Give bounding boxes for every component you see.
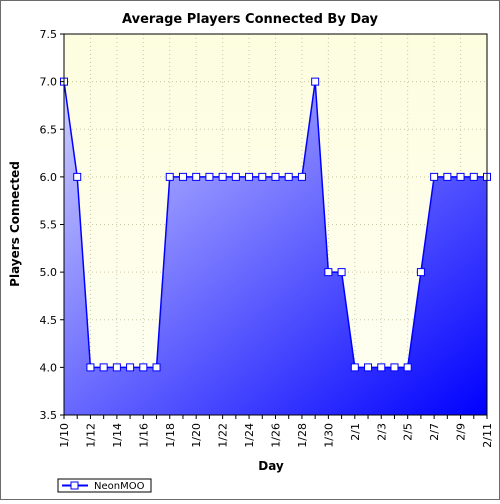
data-point-marker	[403, 363, 412, 372]
data-point-marker	[377, 363, 386, 372]
x-tick-label: 1/10	[58, 423, 71, 448]
x-tick-label: 1/28	[296, 423, 309, 448]
legend-label-neonmoo: NeonMOO	[94, 481, 145, 492]
y-tick-label: 5.0	[40, 266, 58, 279]
data-point-marker	[245, 172, 254, 181]
y-axis-title: Players Connected	[8, 161, 22, 287]
data-point-marker	[86, 363, 95, 372]
data-point-marker	[443, 172, 452, 181]
data-point-marker	[178, 172, 187, 181]
series-markers	[60, 77, 491, 372]
data-point-marker	[112, 363, 121, 372]
data-point-marker	[218, 172, 227, 181]
data-point-marker	[192, 172, 201, 181]
data-point-marker	[430, 172, 439, 181]
data-point-marker	[364, 363, 373, 372]
y-tick-label: 3.5	[40, 409, 58, 422]
series-area	[64, 81, 487, 415]
y-tick-label: 7.5	[40, 28, 58, 41]
data-point-marker	[139, 363, 148, 372]
y-tick-label: 6.5	[40, 123, 58, 136]
y-tick-label: 4.0	[40, 361, 58, 374]
x-tick-label: 2/11	[481, 423, 494, 448]
data-point-marker	[324, 268, 333, 277]
data-point-marker	[152, 363, 161, 372]
data-point-marker	[271, 172, 280, 181]
y-axis-ticks: 3.5 4.0 4.5 5.0 5.5 6.0 6.5 7.0 7.5	[40, 28, 64, 422]
data-point-marker	[73, 172, 82, 181]
legend-box	[57, 478, 152, 493]
data-point-marker	[165, 172, 174, 181]
legend: NeonMOO	[57, 478, 152, 493]
x-tick-label: 2/1	[349, 423, 362, 441]
data-point-marker	[456, 172, 465, 181]
x-tick-label: 2/3	[375, 423, 388, 441]
x-axis-ticks: 1/10 1/12 1/14 1/16 1/18 1/20 1/22 1/24 1/26 1/28…	[58, 415, 494, 448]
x-tick-label: 2/5	[402, 423, 415, 441]
x-tick-label: 2/7	[428, 423, 441, 441]
data-point-marker	[297, 172, 306, 181]
x-tick-label: 1/18	[164, 423, 177, 448]
y-tick-label: 7.0	[40, 76, 58, 89]
x-tick-label: 1/14	[111, 423, 124, 448]
data-point-marker	[126, 363, 135, 372]
data-point-marker	[337, 268, 346, 277]
y-tick-label: 5.5	[40, 219, 58, 232]
data-point-marker	[258, 172, 267, 181]
data-point-marker	[350, 363, 359, 372]
data-point-marker	[99, 363, 108, 372]
x-tick-label: 1/12	[84, 423, 97, 448]
data-point-marker	[390, 363, 399, 372]
data-point-marker	[469, 172, 478, 181]
x-tick-label: 1/30	[322, 423, 335, 448]
chart-title: Average Players Connected By Day	[122, 12, 378, 27]
data-point-marker	[284, 172, 293, 181]
data-point-marker	[205, 172, 214, 181]
x-tick-label: 1/22	[217, 423, 230, 448]
x-tick-label: 1/16	[137, 423, 150, 448]
data-point-marker	[231, 172, 240, 181]
y-tick-label: 4.5	[40, 314, 58, 327]
x-tick-label: 1/24	[243, 423, 256, 448]
data-point-marker	[311, 77, 320, 86]
x-tick-label: 1/20	[190, 423, 203, 448]
x-tick-label: 2/9	[455, 423, 468, 441]
legend-marker-swatch	[70, 481, 79, 490]
data-point-marker	[416, 268, 425, 277]
x-tick-label: 1/26	[270, 423, 283, 448]
x-axis-title: Day	[258, 459, 284, 473]
y-tick-label: 6.0	[40, 171, 58, 184]
